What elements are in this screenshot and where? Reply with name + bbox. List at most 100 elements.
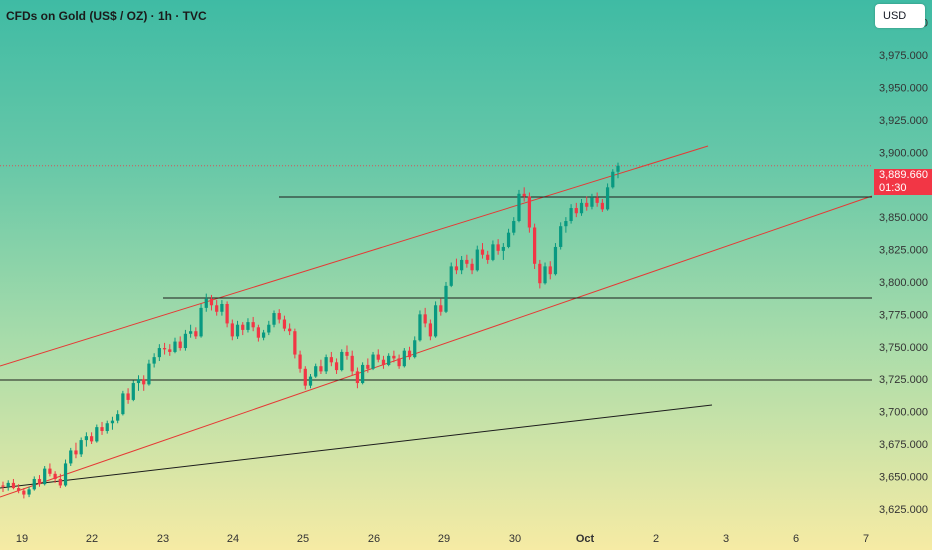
candle-body — [288, 328, 292, 332]
candle — [136, 375, 141, 391]
candle-body — [11, 482, 16, 489]
candle-body — [6, 482, 10, 487]
candle — [246, 318, 250, 333]
channel-lower-line — [0, 195, 873, 498]
candle — [293, 328, 297, 359]
candle — [548, 261, 552, 280]
candle — [178, 336, 182, 351]
price-axis: 3,625.000 3,650.000 3,675.000 3,700.000 3,72… — [879, 18, 928, 516]
candle-body — [512, 221, 516, 233]
candle-body — [251, 322, 255, 328]
candle — [433, 301, 438, 338]
candle — [475, 245, 479, 272]
candle-body — [110, 420, 115, 424]
candle — [314, 363, 318, 378]
candle-body — [37, 478, 42, 485]
candle-layer — [1, 162, 620, 499]
candle — [334, 358, 339, 374]
candle-body — [397, 358, 401, 367]
candle — [168, 344, 172, 356]
candle — [329, 351, 333, 367]
candle-body — [340, 351, 344, 371]
candle — [220, 300, 224, 316]
candle-body — [324, 357, 328, 372]
candle-body — [189, 331, 193, 334]
candle — [600, 198, 604, 212]
candle-body — [204, 298, 208, 308]
candle-body — [178, 341, 182, 349]
y-tick-label: 3,925.000 — [879, 115, 928, 127]
x-tick-label: Oct — [576, 533, 595, 545]
candle-body — [501, 246, 505, 251]
candle — [17, 484, 21, 494]
candle — [272, 310, 276, 328]
candle — [74, 442, 78, 459]
candle — [43, 466, 47, 486]
candle — [308, 373, 313, 389]
symbol-title: CFDs on Gold (US$ / OZ) · 1h · TVC — [6, 9, 207, 23]
candle-body — [569, 208, 573, 222]
candle-body — [585, 202, 589, 207]
candle — [69, 447, 73, 467]
candle-body — [142, 379, 146, 385]
candle-body — [225, 303, 229, 324]
candle-body — [308, 376, 313, 386]
candle-body — [402, 350, 406, 367]
candle — [574, 202, 578, 218]
x-tick-label: 23 — [157, 533, 169, 545]
candle — [215, 300, 219, 316]
candle — [350, 350, 354, 376]
candle — [1, 481, 5, 492]
candle — [366, 358, 370, 373]
candle — [126, 388, 130, 404]
candle — [616, 162, 620, 179]
candle — [564, 217, 568, 233]
candle-body — [491, 244, 495, 260]
candle-body — [162, 348, 167, 350]
candle — [397, 354, 401, 369]
candle — [11, 478, 16, 490]
candle-body — [261, 332, 266, 338]
y-tick-label: 3,900.000 — [879, 147, 928, 159]
candle — [53, 471, 57, 483]
candle — [48, 463, 52, 477]
candle — [152, 353, 156, 368]
candle-body — [616, 165, 620, 172]
candle — [491, 240, 495, 262]
candle-body — [69, 450, 73, 464]
candle — [527, 192, 532, 233]
candle-body — [105, 423, 109, 432]
candle — [418, 310, 422, 342]
candle — [27, 486, 31, 498]
candle — [157, 344, 161, 362]
candle — [147, 359, 151, 386]
candle — [532, 223, 537, 269]
candle — [121, 390, 125, 416]
candle — [340, 349, 344, 372]
candle-body — [454, 266, 459, 271]
candle — [225, 301, 229, 328]
x-tick-label: 25 — [297, 533, 309, 545]
candle — [465, 254, 469, 268]
candle — [142, 375, 146, 391]
currency-button[interactable]: USD — [875, 4, 925, 28]
candle-body — [136, 379, 141, 384]
candle-body — [465, 259, 469, 264]
candle — [559, 222, 563, 250]
candle — [131, 380, 135, 402]
candle-body — [486, 254, 490, 260]
candle-body — [79, 440, 83, 455]
candle — [611, 169, 615, 189]
candle — [371, 351, 375, 371]
candle — [506, 228, 511, 249]
candle — [407, 346, 412, 360]
candle — [444, 281, 448, 314]
candle-body — [183, 333, 188, 349]
candle-body — [559, 226, 563, 247]
x-tick-label: 3 — [723, 533, 729, 545]
candle-body — [282, 319, 287, 329]
candle-body — [564, 221, 568, 227]
x-tick-label: 26 — [368, 533, 380, 545]
